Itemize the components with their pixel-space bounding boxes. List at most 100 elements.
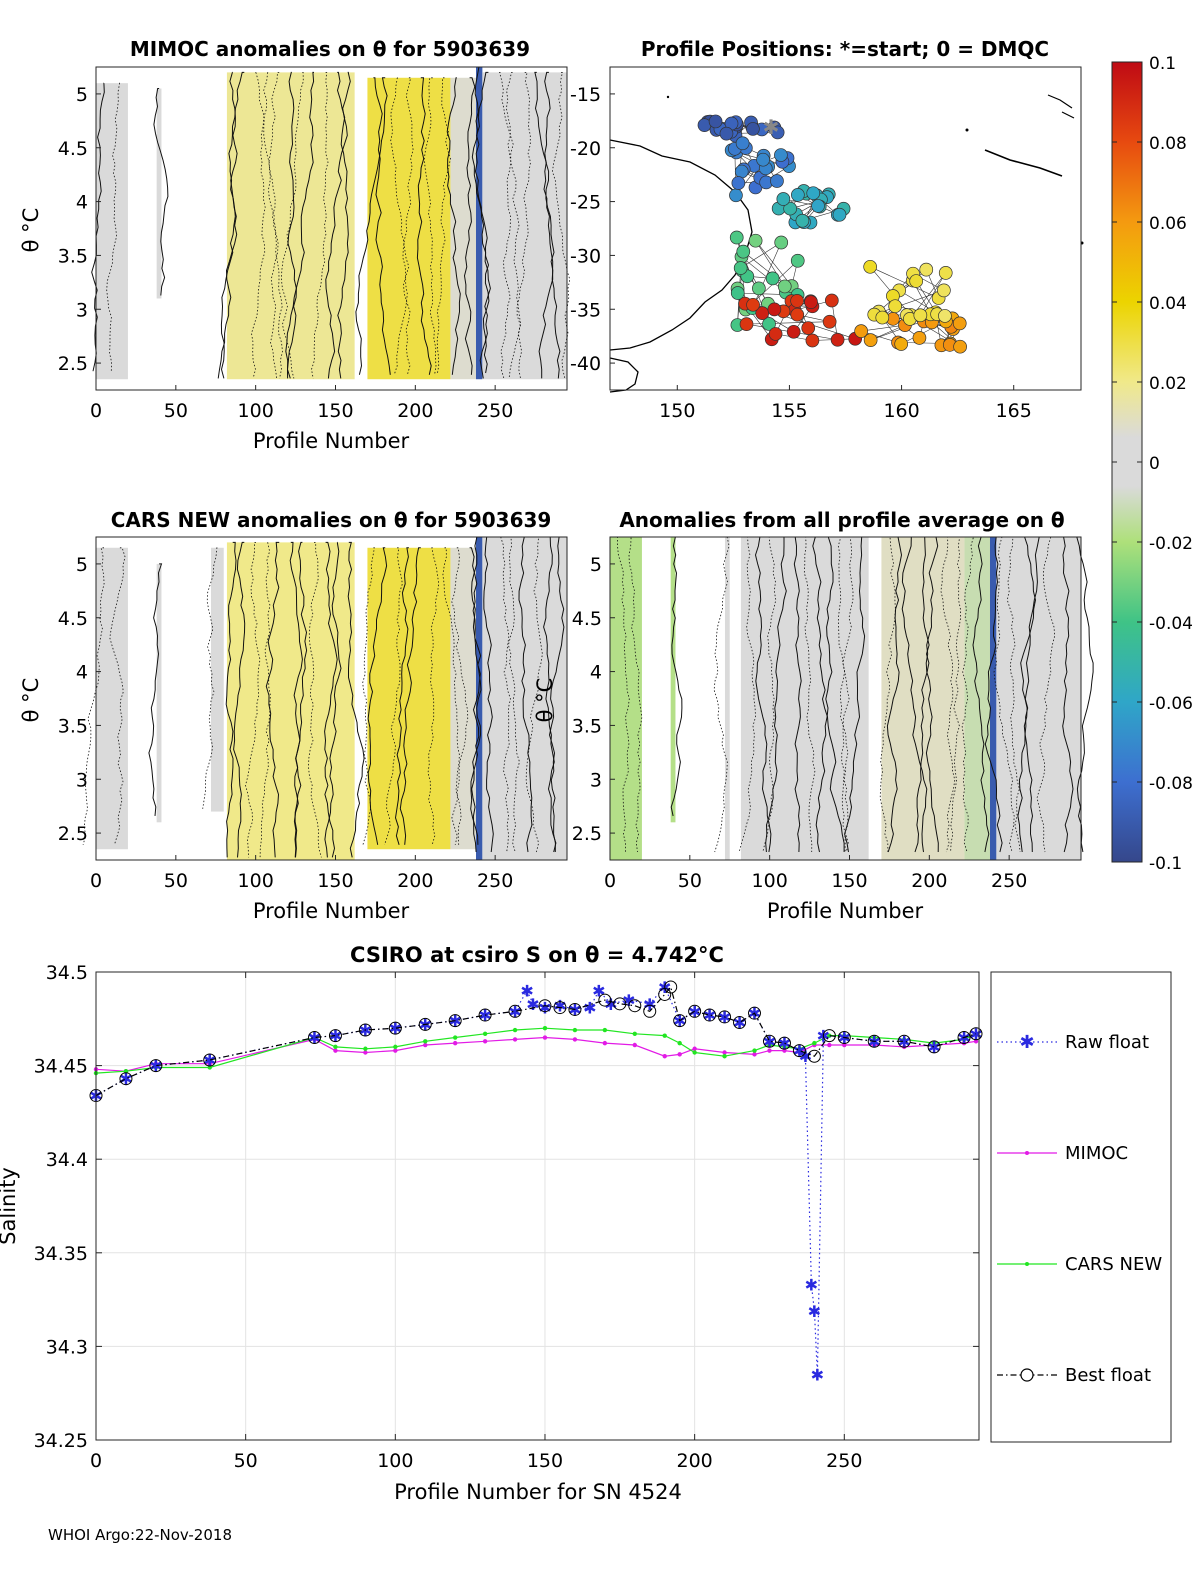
- contour-line: [311, 72, 329, 379]
- series-point: [478, 1008, 492, 1022]
- contour-line: [738, 536, 756, 853]
- contour-line: [925, 536, 939, 853]
- contour-line: [202, 547, 218, 809]
- profile-position-marker: [786, 324, 801, 339]
- anomaly-block: [156, 563, 162, 823]
- x-axis-label: Profile Number: [253, 429, 410, 453]
- contour-line: [324, 541, 342, 858]
- contour-line: [544, 71, 561, 379]
- profile-position-marker: [952, 316, 967, 331]
- axes-box: [95, 66, 568, 391]
- contour-line: [446, 77, 461, 375]
- y-tick-label: -30: [570, 245, 601, 267]
- x-tick-label: 160: [883, 400, 919, 422]
- series-point: [688, 1004, 702, 1018]
- y-tick-label: 3: [76, 299, 88, 321]
- y-tick-label: 34.35: [34, 1243, 88, 1265]
- mimoc-anomaly-panel: 0 50 100 150 200 250 5 4.5 4 3.5 3 2.5 MIMOC anoma…: [19, 37, 571, 453]
- contour-line: [1006, 536, 1021, 853]
- contour-line: [393, 77, 414, 375]
- x-tick-label: 165: [996, 400, 1032, 422]
- x-tick-label: 155: [771, 400, 807, 422]
- series-point: [393, 1044, 398, 1050]
- contour-line: [451, 547, 469, 845]
- contour-line: [762, 536, 777, 853]
- x-tick-label: 200: [397, 400, 433, 422]
- profile-position-marker: [953, 339, 967, 354]
- contour-line: [837, 536, 849, 853]
- legend-label: Best float: [1065, 1365, 1151, 1386]
- anomaly-block: [482, 72, 567, 380]
- series-point: [423, 1042, 428, 1048]
- contour-line: [543, 536, 557, 853]
- series-point: [931, 1040, 937, 1046]
- y-tick-label: 3.5: [58, 245, 88, 267]
- y-tick-label: 5: [76, 84, 88, 106]
- series-point: [782, 1044, 787, 1050]
- profile-position-marker: [801, 321, 816, 335]
- series-point: [333, 1048, 338, 1053]
- series-point: [119, 1072, 133, 1086]
- series-point: [752, 1052, 757, 1057]
- contour-line: [442, 547, 462, 845]
- contour-line: [347, 541, 365, 858]
- colorbar-tick-label: -0.06: [1149, 694, 1193, 714]
- profile-position-marker: [777, 279, 792, 294]
- series-point: [722, 1050, 727, 1055]
- colorbar-tick-label: -0.08: [1149, 774, 1193, 794]
- x-ticks: 0 50 100 150 200 250: [90, 855, 513, 892]
- profile-position-markers: [697, 114, 967, 354]
- series-point: [927, 1040, 941, 1054]
- contour-line: [844, 536, 866, 853]
- profile-position-marker: [739, 317, 754, 331]
- series-point: [312, 1035, 317, 1040]
- contour-line: [367, 547, 388, 845]
- contour-line: [471, 536, 482, 853]
- series-point: [418, 1017, 432, 1031]
- y-ticks: 5 4.5 4 3.5 3 2.5: [58, 84, 101, 375]
- series-point: [363, 1046, 368, 1051]
- contour-line: [286, 71, 297, 379]
- y-tick-label: 4: [76, 662, 88, 684]
- y-axis-label: Salinity: [0, 1167, 20, 1245]
- profile-position-marker: [912, 331, 927, 345]
- legend-item-mimoc: MIMOC: [997, 1143, 1128, 1164]
- series-point: [673, 1014, 687, 1028]
- x-tick-label: 150: [317, 400, 353, 422]
- y-tick-label: -25: [570, 192, 601, 214]
- anomaly-block: [96, 547, 128, 850]
- contour-line: [268, 72, 280, 379]
- legend: ✱ Raw float MIMOC CARS NEW Best float: [990, 971, 1172, 1443]
- axes-box: [609, 66, 1082, 391]
- series-point: [613, 997, 627, 1011]
- series-point: [512, 1027, 518, 1033]
- series-point: [568, 1002, 582, 1016]
- profile-position-marker: [776, 192, 791, 206]
- x-ticks: 0 50 100 150 200 250: [90, 385, 513, 422]
- contour-line: [471, 66, 490, 374]
- contour-line: [225, 541, 237, 858]
- contour-line: [233, 541, 246, 858]
- y-axis-label: θ °C: [533, 678, 557, 723]
- y-tick-label: 4.5: [572, 608, 602, 630]
- x-tick-label: 250: [826, 1450, 862, 1472]
- x-tick-label: 0: [604, 870, 616, 892]
- series-point: [777, 1036, 791, 1050]
- series-point: [767, 1042, 772, 1048]
- series-point: [703, 1008, 717, 1022]
- y-tick-label: -15: [570, 84, 601, 106]
- contour-line: [534, 71, 554, 379]
- contour-line: [1020, 536, 1037, 853]
- contour-line: [153, 88, 169, 296]
- profile-position-marker: [805, 333, 820, 348]
- series-point: ✱: [805, 1276, 818, 1295]
- series-point: [812, 1040, 817, 1046]
- series-point: [827, 1042, 832, 1048]
- series-point: [598, 993, 612, 1007]
- contour-line: [993, 536, 1015, 853]
- x-tick-label: 250: [477, 400, 513, 422]
- x-tick-label: 0: [90, 870, 102, 892]
- series-point: ✱: [538, 999, 551, 1018]
- profile-position-marker: [854, 324, 868, 338]
- series-point: [692, 1050, 697, 1055]
